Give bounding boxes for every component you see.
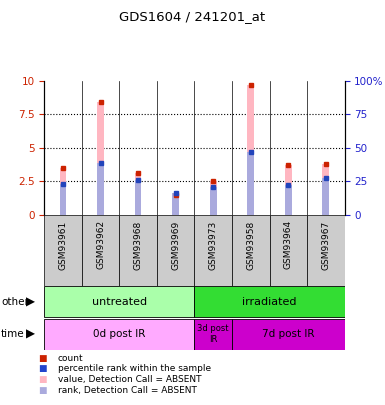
Bar: [322, 164, 329, 215]
Bar: [285, 165, 292, 215]
Text: rank, Detection Call = ABSENT: rank, Detection Call = ABSENT: [58, 386, 197, 394]
Text: GSM93969: GSM93969: [171, 220, 180, 270]
Text: value, Detection Call = ABSENT: value, Detection Call = ABSENT: [58, 375, 201, 384]
Bar: [135, 180, 142, 215]
Text: time: time: [1, 329, 25, 339]
Text: ▶: ▶: [26, 295, 35, 308]
Bar: [44, 215, 82, 286]
Bar: [194, 215, 232, 286]
Text: count: count: [58, 354, 84, 363]
Text: irradiated: irradiated: [242, 297, 297, 307]
Bar: [172, 195, 179, 215]
Text: GSM93973: GSM93973: [209, 220, 218, 270]
Text: untreated: untreated: [92, 297, 147, 307]
Bar: [247, 85, 254, 215]
Text: ■: ■: [38, 386, 47, 394]
Text: GSM93967: GSM93967: [321, 220, 330, 270]
Bar: [172, 193, 179, 215]
Text: 7d post IR: 7d post IR: [262, 329, 315, 339]
Bar: [210, 187, 217, 215]
Text: 0d post IR: 0d post IR: [93, 329, 146, 339]
Bar: [97, 163, 104, 215]
Bar: [119, 215, 157, 286]
Bar: [210, 181, 217, 215]
Text: GSM93962: GSM93962: [96, 220, 105, 269]
Text: GSM93968: GSM93968: [134, 220, 142, 270]
Bar: [194, 319, 232, 350]
Bar: [60, 168, 67, 215]
Bar: [194, 286, 345, 317]
Text: ■: ■: [38, 364, 47, 373]
Text: other: other: [1, 297, 29, 307]
Bar: [44, 319, 194, 350]
Text: GSM93964: GSM93964: [284, 220, 293, 269]
Bar: [247, 152, 254, 215]
Bar: [307, 215, 345, 286]
Text: GSM93958: GSM93958: [246, 220, 255, 270]
Bar: [232, 215, 270, 286]
Bar: [44, 286, 194, 317]
Bar: [285, 185, 292, 215]
Text: 3d post
IR: 3d post IR: [198, 324, 229, 344]
Text: GDS1604 / 241201_at: GDS1604 / 241201_at: [119, 10, 266, 23]
Text: GSM93961: GSM93961: [59, 220, 67, 270]
Bar: [60, 184, 67, 215]
Bar: [270, 215, 307, 286]
Bar: [157, 215, 194, 286]
Text: percentile rank within the sample: percentile rank within the sample: [58, 364, 211, 373]
Text: ■: ■: [38, 375, 47, 384]
Text: ■: ■: [38, 354, 47, 363]
Bar: [232, 319, 345, 350]
Bar: [97, 102, 104, 215]
Bar: [322, 178, 329, 215]
Bar: [82, 215, 119, 286]
Bar: [135, 173, 142, 215]
Text: ▶: ▶: [26, 328, 35, 341]
